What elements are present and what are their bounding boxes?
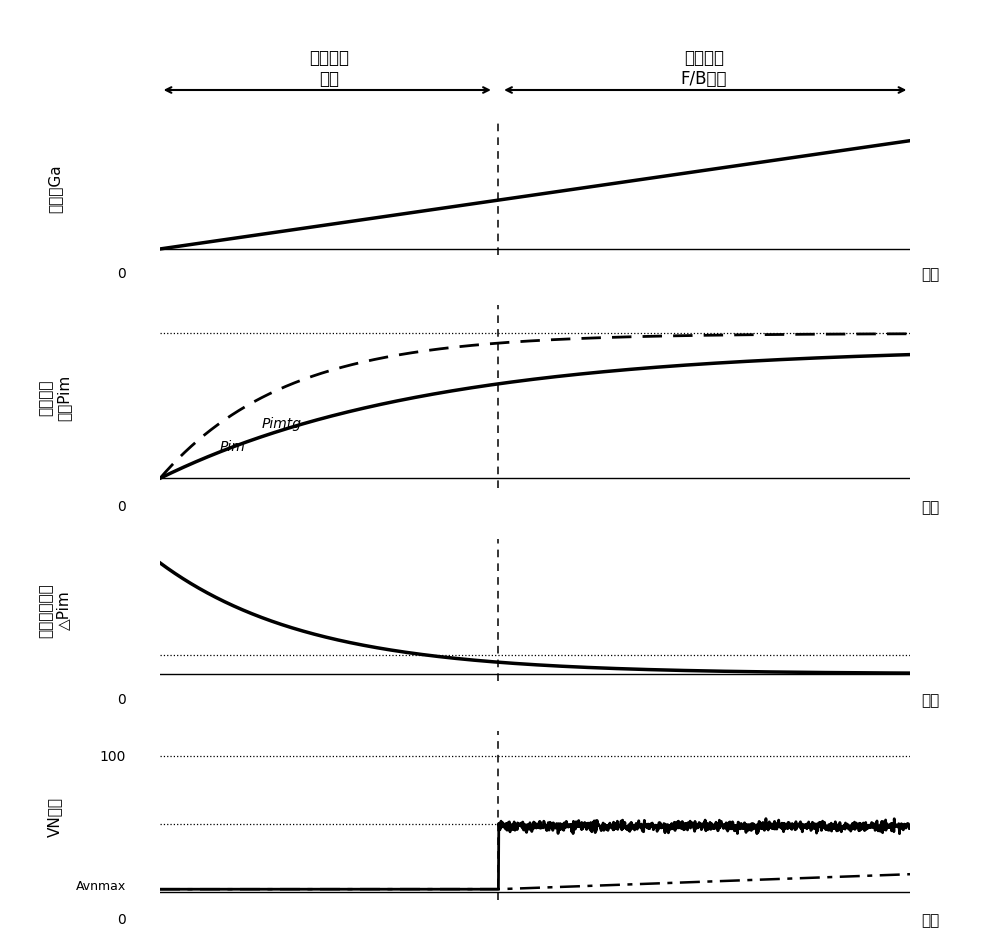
- Text: 进气量Ga: 进气量Ga: [47, 164, 62, 213]
- Text: 0: 0: [118, 692, 126, 706]
- Text: 时间: 时间: [921, 499, 939, 514]
- Text: 最大增压
模式: 最大增压 模式: [309, 49, 349, 88]
- Text: Pimtg: Pimtg: [261, 417, 301, 431]
- Text: 进气歧管
压力Pim: 进气歧管 压力Pim: [39, 374, 71, 420]
- Text: 100: 100: [100, 749, 126, 763]
- Text: 时间: 时间: [921, 912, 939, 927]
- Text: VN开度: VN开度: [47, 795, 62, 835]
- Text: 0: 0: [118, 499, 126, 513]
- Text: Avnmax: Avnmax: [76, 880, 126, 893]
- Text: 时间: 时间: [921, 692, 939, 707]
- Text: 时间: 时间: [921, 266, 939, 281]
- Text: 进气压力
F/B模式: 进气压力 F/B模式: [680, 49, 727, 88]
- Text: 0: 0: [118, 912, 126, 926]
- Text: 增压压力偏差
△Pim: 增压压力偏差 △Pim: [39, 583, 71, 638]
- Text: Pim: Pim: [220, 440, 246, 454]
- Text: 0: 0: [118, 266, 126, 280]
